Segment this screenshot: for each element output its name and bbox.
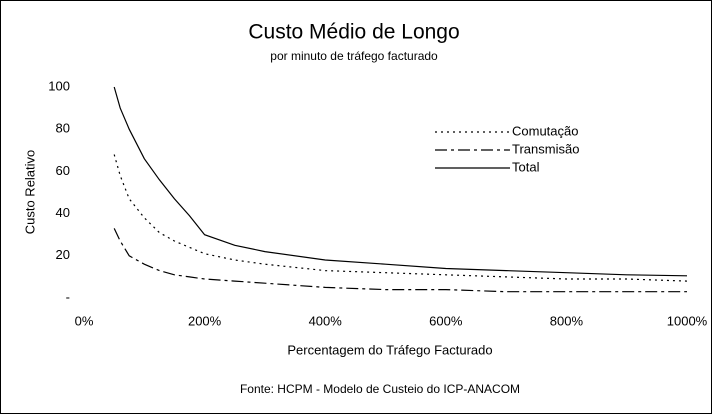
chart-title: Custo Médio de Longo bbox=[248, 21, 459, 44]
y-tick-label: - bbox=[66, 289, 70, 304]
y-tick-label: 40 bbox=[56, 205, 70, 220]
y-tick-label: 100 bbox=[48, 78, 70, 93]
x-tick-label: 0% bbox=[75, 313, 94, 328]
legend-label: Total bbox=[512, 159, 540, 174]
x-tick-label: 1000% bbox=[667, 313, 708, 328]
x-tick-label: 800% bbox=[550, 313, 584, 328]
x-tick-label: 400% bbox=[309, 313, 343, 328]
series-line bbox=[113, 228, 687, 293]
y-tick-label: 60 bbox=[56, 163, 70, 178]
series-line bbox=[113, 86, 688, 277]
y-tick-label: 20 bbox=[56, 247, 70, 262]
source-note: Fonte: HCPM - Modelo de Custeio do ICP-A… bbox=[240, 382, 520, 396]
x-axis-label: Percentagem do Tráfego Facturado bbox=[287, 342, 492, 357]
legend-label: Comutação bbox=[512, 123, 578, 138]
x-tick-label: 200% bbox=[188, 313, 222, 328]
y-tick-label: 80 bbox=[56, 121, 70, 136]
x-tick-label: 600% bbox=[429, 313, 463, 328]
chart-subtitle: por minuto de tráfego facturado bbox=[270, 49, 438, 63]
y-axis-label: Custo Relativo bbox=[22, 150, 37, 235]
legend-label: Transmisão bbox=[512, 141, 579, 156]
